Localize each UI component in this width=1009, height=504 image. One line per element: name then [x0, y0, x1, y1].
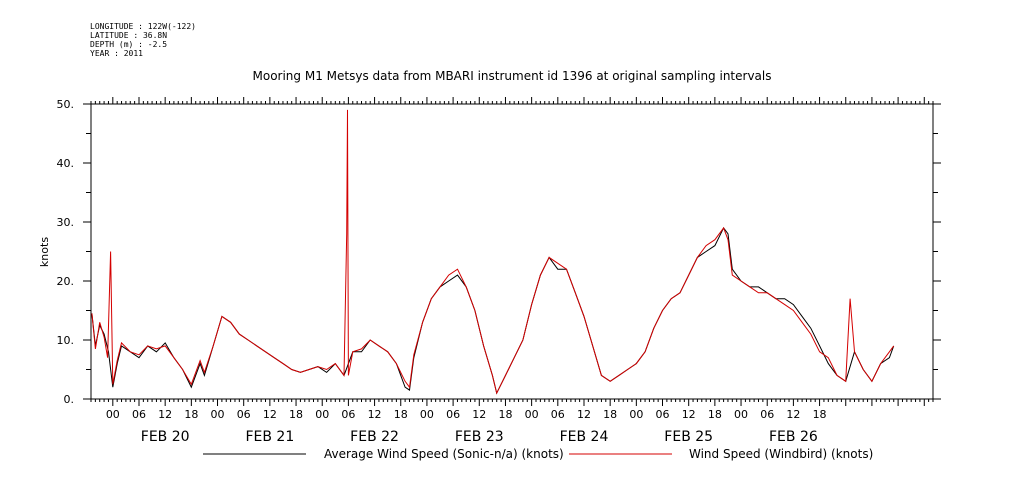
x-hour-label: 12 — [472, 408, 486, 421]
x-hour-tick-labels: 00 06 12 18 00 06 12 18 00 06 12 18 00 06 12 18 00 06 12 18… — [106, 408, 827, 421]
x-hour-label: 18 — [289, 408, 303, 421]
y-tick-label: 40. — [57, 157, 75, 170]
x-hour-label: 18 — [813, 408, 827, 421]
x-hour-label: 18 — [394, 408, 408, 421]
x-date-label: FEB 21 — [245, 429, 294, 445]
x-date-label: FEB 23 — [455, 429, 504, 445]
x-hour-label: 12 — [263, 408, 277, 421]
series-lines — [91, 109, 895, 395]
series-line-sonic — [91, 226, 895, 395]
x-hour-label: 06 — [341, 408, 355, 421]
x-hour-label: 12 — [158, 408, 172, 421]
x-hour-label: 06 — [656, 408, 670, 421]
x-hour-label: 18 — [603, 408, 617, 421]
x-hour-label: 06 — [760, 408, 774, 421]
x-hour-label: 00 — [420, 408, 434, 421]
series-line-windbird — [91, 109, 895, 395]
x-hour-label: 06 — [446, 408, 460, 421]
x-date-label: FEB 26 — [769, 429, 818, 445]
legend: Average Wind Speed (Sonic-n/a) (knots) W… — [203, 447, 873, 461]
x-hour-label: 06 — [132, 408, 146, 421]
y-tick-label: 10. — [57, 334, 75, 347]
x-date-label: FEB 22 — [350, 429, 399, 445]
year-label: YEAR : 2011 — [90, 49, 143, 58]
depth-label: DEPTH (m) : -2.5 — [90, 40, 168, 49]
x-date-labels: FEB 20 FEB 21 FEB 22 FEB 23 FEB 24 FEB 25 FEB … — [141, 429, 818, 445]
x-hour-label: 18 — [498, 408, 512, 421]
x-hour-label: 00 — [106, 408, 120, 421]
x-hour-label: 12 — [786, 408, 800, 421]
x-hour-label: 12 — [682, 408, 696, 421]
latitude-label: LATITUDE : 36.8N — [90, 31, 168, 40]
y-tick-label: 20. — [57, 275, 75, 288]
x-hour-label: 00 — [525, 408, 539, 421]
x-hour-label: 00 — [315, 408, 329, 421]
y-tick-label: 30. — [57, 216, 75, 229]
x-hour-label: 18 — [184, 408, 198, 421]
y-tick-label: 0. — [64, 393, 75, 406]
x-hour-label: 12 — [577, 408, 591, 421]
plot-frame — [90, 103, 934, 400]
dataset-metadata: LONGITUDE : 122W(-122) LATITUDE : 36.8N … — [90, 22, 196, 58]
x-date-label: FEB 20 — [141, 429, 190, 445]
x-hour-label: 00 — [629, 408, 643, 421]
x-hour-label: 06 — [551, 408, 565, 421]
x-hour-label: 00 — [734, 408, 748, 421]
x-hour-label: 18 — [708, 408, 722, 421]
y-axis-label: knots — [38, 237, 51, 267]
chart-title: Mooring M1 Metsys data from MBARI instru… — [253, 69, 772, 83]
x-date-label: FEB 24 — [560, 429, 609, 445]
x-hour-label: 06 — [237, 408, 251, 421]
longitude-label: LONGITUDE : 122W(-122) — [90, 22, 196, 31]
x-hour-label: 00 — [211, 408, 225, 421]
x-hour-label: 12 — [368, 408, 382, 421]
y-tick-label: 50. — [57, 98, 75, 111]
axis-ticks — [83, 97, 941, 406]
y-tick-labels: 0. 10. 20. 30. 40. 50. — [57, 98, 75, 406]
legend-label-sonic: Average Wind Speed (Sonic-n/a) (knots) — [324, 447, 564, 461]
x-date-label: FEB 25 — [664, 429, 713, 445]
legend-label-windbird: Wind Speed (Windbird) (knots) — [689, 447, 873, 461]
